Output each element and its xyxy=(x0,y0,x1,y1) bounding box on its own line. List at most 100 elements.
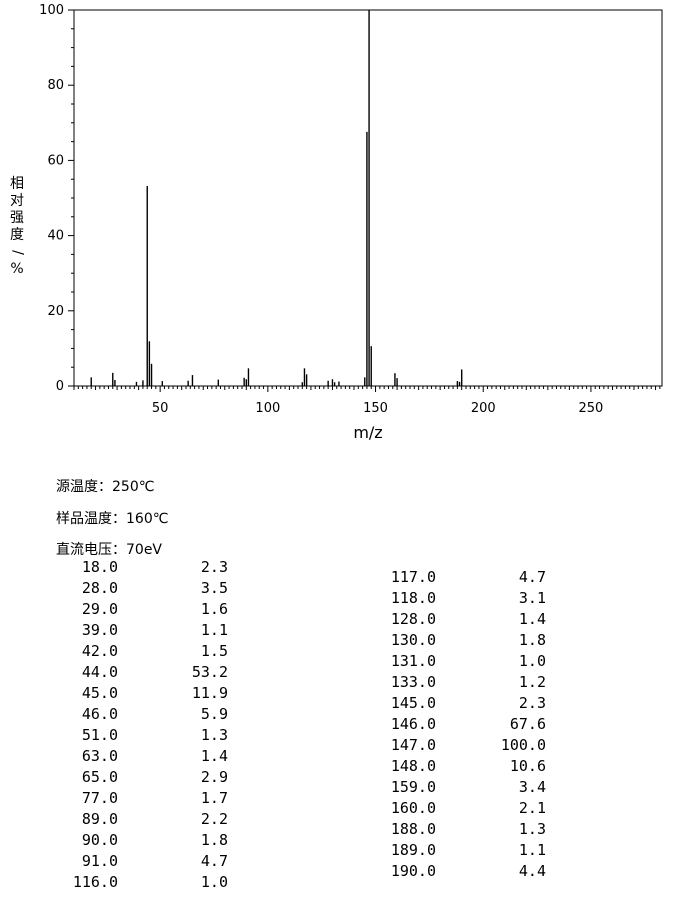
peak-table-right: 117.0 4.7 118.0 3.1 128.0 1.4 130.0 1.8 131.0 1.0… xyxy=(0,567,560,882)
peak-row: 128.0 1.4 xyxy=(0,609,560,630)
y-axis-label-char: % xyxy=(10,261,24,277)
peak-mz: 46.0 xyxy=(81,705,118,723)
peak-row: 147.0 100.0 xyxy=(0,735,560,756)
y-tick-label: 40 xyxy=(47,229,64,244)
peak-row: 18.0 2.3 xyxy=(0,557,240,578)
y-axis-label: 相对强度 /% xyxy=(8,176,26,278)
y-axis-label-char: 对 xyxy=(10,193,24,209)
peak-mz: 131.0 xyxy=(390,652,436,670)
peak-abundance: 2.9 xyxy=(200,768,228,786)
peak-mz: 45.0 xyxy=(81,684,118,702)
peak-row: 131.0 1.0 xyxy=(0,651,560,672)
peak-row: 65.0 2.9 xyxy=(0,767,240,788)
peak-mz: 91.0 xyxy=(81,852,118,870)
y-axis-label-char: 强 xyxy=(10,210,24,226)
peak-mz: 77.0 xyxy=(81,789,118,807)
peak-mz: 145.0 xyxy=(390,694,436,712)
peak-row: 51.0 1.3 xyxy=(0,725,240,746)
peak-row: 28.0 3.5 xyxy=(0,578,240,599)
x-axis-label: m/z xyxy=(353,423,382,442)
peak-row: 46.0 5.9 xyxy=(0,704,240,725)
peak-row: 190.0 4.4 xyxy=(0,861,560,882)
x-axis: 50 100 150 200 250 xyxy=(73,386,661,416)
x-tick-label: 250 xyxy=(579,401,604,416)
peak-row: 146.0 67.6 xyxy=(0,714,560,735)
peak-row: 160.0 2.1 xyxy=(0,798,560,819)
peak-mz: 89.0 xyxy=(81,810,118,828)
peak-row: 89.0 2.2 xyxy=(0,809,240,830)
peak-abundance: 2.2 xyxy=(200,810,228,828)
peak-row: 90.0 1.8 xyxy=(0,830,240,851)
peak-abundance: 1.4 xyxy=(518,610,546,628)
ionization-voltage: 直流电压：70eV xyxy=(56,542,163,558)
peak-abundance: 1.1 xyxy=(518,841,546,859)
x-tick-label: 100 xyxy=(255,401,280,416)
peak-mz: 18.0 xyxy=(81,558,118,576)
peak-abundance: 1.1 xyxy=(200,621,228,639)
mass-spectrum-chart: 0 20 40 60 80 100 50 100 150 200 250 m/z xyxy=(39,3,663,442)
peak-abundance: 4.4 xyxy=(518,862,546,880)
peak-abundance: 2.3 xyxy=(200,558,228,576)
peak-table-left: 18.0 2.3 28.0 3.5 29.0 1.6 39.0 1.1 42.0 1.5 44.0 5… xyxy=(0,557,240,893)
peak-abundance: 1.4 xyxy=(200,747,228,765)
peak-abundance: 2.1 xyxy=(518,799,546,817)
y-tick-label: 80 xyxy=(47,78,64,93)
peak-mz: 128.0 xyxy=(390,610,436,628)
peak-abundance: 1.0 xyxy=(518,652,546,670)
peak-mz: 147.0 xyxy=(390,736,436,754)
peak-mz: 190.0 xyxy=(390,862,436,880)
peak-mz: 44.0 xyxy=(81,663,118,681)
peak-mz: 188.0 xyxy=(390,820,436,838)
peak-mz: 39.0 xyxy=(81,621,118,639)
peak-abundance: 1.8 xyxy=(200,831,228,849)
x-tick-label: 150 xyxy=(363,401,388,416)
peak-abundance: 10.6 xyxy=(509,757,546,775)
peak-mz: 51.0 xyxy=(81,726,118,744)
peak-row: 45.0 11.9 xyxy=(0,683,240,704)
peak-row: 133.0 1.2 xyxy=(0,672,560,693)
peak-abundance: 100.0 xyxy=(500,736,546,754)
peak-abundance: 53.2 xyxy=(191,663,228,681)
peak-abundance: 11.9 xyxy=(191,684,228,702)
peak-mz: 133.0 xyxy=(390,673,436,691)
x-tick-label: 50 xyxy=(152,401,169,416)
peak-abundance: 4.7 xyxy=(200,852,228,870)
peak-row: 145.0 2.3 xyxy=(0,693,560,714)
peak-row: 91.0 4.7 xyxy=(0,851,240,872)
peak-abundance: 3.5 xyxy=(200,579,228,597)
peak-abundance: 3.1 xyxy=(518,589,546,607)
peak-abundance: 1.7 xyxy=(200,789,228,807)
peak-mz: 29.0 xyxy=(81,600,118,618)
peak-row: 63.0 1.4 xyxy=(0,746,240,767)
peak-mz: 63.0 xyxy=(81,747,118,765)
y-tick-label: 0 xyxy=(56,379,64,394)
peak-abundance: 5.9 xyxy=(200,705,228,723)
peak-mz: 130.0 xyxy=(390,631,436,649)
peak-row: 189.0 1.1 xyxy=(0,840,560,861)
y-axis: 0 20 40 60 80 100 xyxy=(39,3,74,394)
peak-row: 130.0 1.8 xyxy=(0,630,560,651)
peak-row: 117.0 4.7 xyxy=(0,567,560,588)
peak-mz: 90.0 xyxy=(81,831,118,849)
plot-frame xyxy=(73,9,663,387)
peak-mz: 117.0 xyxy=(390,568,436,586)
peak-mz: 189.0 xyxy=(390,841,436,859)
x-tick-label: 200 xyxy=(471,401,496,416)
y-tick-label: 100 xyxy=(39,3,64,18)
peak-abundance: 1.3 xyxy=(518,820,546,838)
source-temperature: 源温度：250℃ xyxy=(56,479,155,495)
peak-row: 188.0 1.3 xyxy=(0,819,560,840)
peak-mz: 160.0 xyxy=(390,799,436,817)
y-axis-label-char: / xyxy=(9,250,26,255)
peak-mz: 65.0 xyxy=(81,768,118,786)
peak-abundance: 67.6 xyxy=(509,715,546,733)
peak-row: 116.0 1.0 xyxy=(0,872,240,893)
peak-abundance: 1.5 xyxy=(200,642,228,660)
peak-abundance: 1.8 xyxy=(518,631,546,649)
peak-abundance: 1.6 xyxy=(200,600,228,618)
peak-abundance: 1.2 xyxy=(518,673,546,691)
peak-mz: 146.0 xyxy=(390,715,436,733)
y-tick-label: 60 xyxy=(47,153,64,168)
peak-abundance: 4.7 xyxy=(518,568,546,586)
peak-abundance: 3.4 xyxy=(518,778,546,796)
